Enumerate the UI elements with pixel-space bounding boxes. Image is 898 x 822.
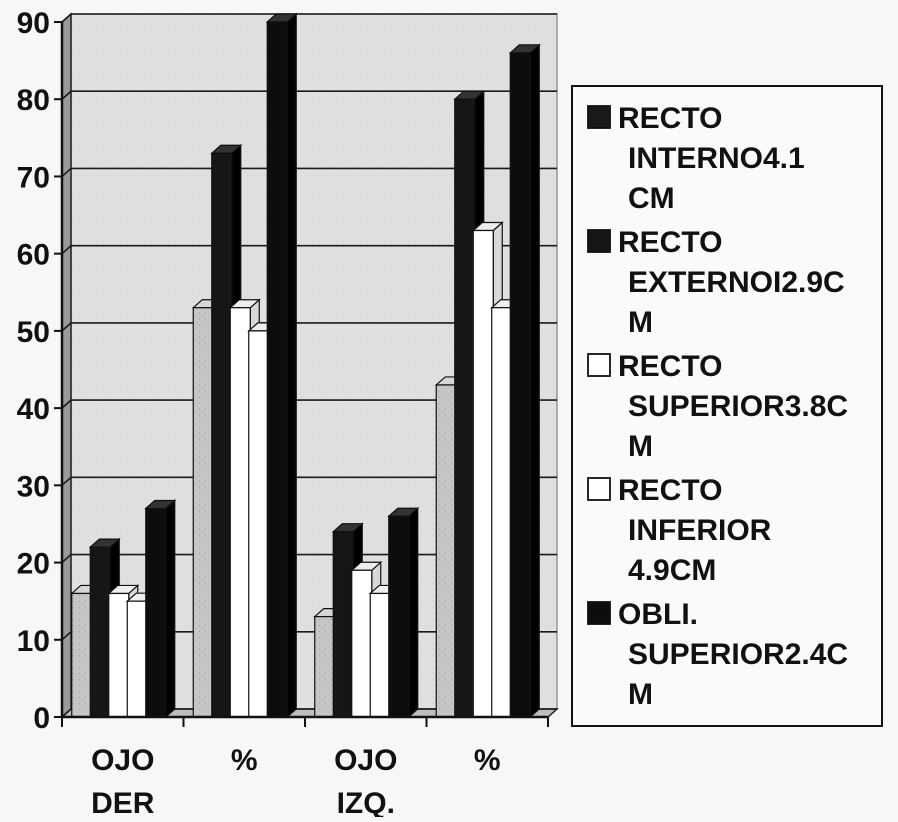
bar-front [454,98,476,718]
legend-label-line: RECTO [618,474,722,507]
gridline [61,244,557,255]
bars [70,12,541,719]
legend-box [571,85,883,727]
gridline [61,13,557,23]
y-tick-label: 50 [17,316,50,349]
legend-label-line: OBLI. [618,598,698,631]
bar-side [529,43,540,719]
bar-front [266,21,288,718]
bar [387,506,420,719]
bar-front [351,569,373,718]
bar [508,43,541,719]
bar-front [108,592,130,718]
legend-label-line: 4.9CM [628,554,716,587]
legend-label: RECTO SUPERIOR3.8C M [618,350,848,463]
legend-swatch [587,477,611,501]
gridline [61,476,557,486]
bar-front [314,616,336,718]
bar-front [435,384,457,718]
x-tick-label: % [474,744,501,777]
legend-swatch [587,601,611,625]
axes: 0 10 20 30 40 50 60 70 80 90 OJO DER% OJO IZQ.% [17,7,549,820]
legend-label: OBLI. SUPERIOR2.4C M [618,598,848,711]
bar-front [89,546,111,718]
x-tick-label-line: IZQ. [337,787,395,817]
legend-item: RECTO INTERNO4.1 CM [587,102,805,215]
x-tick-label-line: OJO [91,744,154,777]
bar-front [192,307,214,718]
legend-item: RECTO INFERIOR 4.9CM [587,474,772,587]
bar-side [286,12,297,719]
legend-item: RECTO SUPERIOR3.8C M [587,350,848,463]
legend-label: RECTO EXTERNOI2.9C M [618,226,845,339]
legend-swatch [587,105,611,129]
bar-front [472,229,494,718]
legend-item: RECTO EXTERNOI2.9C M [587,226,845,339]
gridline [61,167,557,178]
bar-front [126,600,148,718]
legend-label-line: RECTO [618,226,722,259]
x-tick-label-line: % [474,744,501,777]
gridline [61,90,557,100]
y-tick-label: 20 [17,548,50,581]
x-tick-label-line: OJO [334,744,397,777]
y-tick-label: 90 [17,7,50,40]
legend-label: RECTO INTERNO4.1 CM [618,102,805,215]
legend-label-line: M [628,430,653,463]
gridline [61,399,557,409]
bar [265,12,298,719]
bar-front [145,507,167,718]
legend-label-line: RECTO [618,102,722,135]
legend-label-line: INTERNO4.1 [628,142,805,175]
legend-label-line: CM [628,182,675,215]
bar-side [408,506,419,719]
legend-label-line: SUPERIOR3.8C [628,390,848,423]
y-tick-label: 40 [17,393,50,426]
side-wall [61,12,72,719]
legend-label-line: M [628,306,653,339]
bar-front [229,307,251,718]
legend-label-line: RECTO [618,350,722,383]
legend-label-line: M [628,678,653,711]
y-tick-label: 30 [17,470,50,503]
gridline [61,322,557,332]
bar-front [369,592,391,718]
bar-side [165,499,176,719]
y-tick-label: 10 [17,625,50,658]
y-tick-label: 70 [17,161,50,194]
bar-front [491,307,513,718]
legend-label-line: INFERIOR [628,514,772,547]
x-tick-label-line: DER [91,787,155,817]
legend-swatch [587,353,611,377]
bar-front [71,592,93,718]
bar-front [388,515,410,718]
legend-label: RECTO INFERIOR 4.9CM [618,474,772,587]
y-tick-label: 0 [33,702,50,735]
y-tick-label: 60 [17,239,50,272]
x-tick-label: OJO IZQ. [334,744,397,817]
legend-label-line: SUPERIOR2.4C [628,638,848,671]
y-tick-label: 80 [17,84,50,117]
x-tick-label: % [231,744,258,777]
bar-front [211,152,233,718]
legend-swatch [587,229,611,253]
legend-label-line: EXTERNOI2.9C [628,266,845,299]
x-tick-label-line: % [231,744,258,777]
bar-front [248,330,270,718]
bar [144,499,177,719]
bar-front [509,52,531,718]
legend-item: OBLI. SUPERIOR2.4C M [587,598,848,711]
bar-front [332,531,354,718]
x-tick-label: OJO DER [91,744,155,817]
